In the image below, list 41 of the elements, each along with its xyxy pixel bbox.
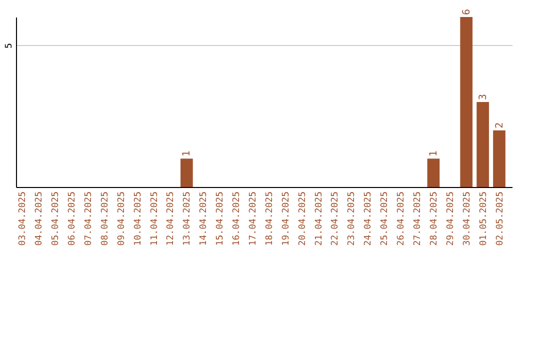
x-tick-label: 27.04.2025 xyxy=(412,192,423,246)
x-tick-label: 13.04.2025 xyxy=(182,192,193,246)
x-tick-label: 22.04.2025 xyxy=(330,192,341,246)
x-tick-label: 25.04.2025 xyxy=(380,192,390,246)
x-tick-label: 18.04.2025 xyxy=(264,192,275,246)
x-tick-label: 12.04.2025 xyxy=(166,192,176,246)
x-tick-label: 07.04.2025 xyxy=(84,192,94,246)
bar xyxy=(476,102,489,187)
x-tick-label: 24.04.2025 xyxy=(364,192,374,246)
x-tick-label: 05.04.2025 xyxy=(51,192,62,246)
bar xyxy=(493,130,506,187)
x-tick-label: 19.04.2025 xyxy=(281,192,292,246)
x-tick-label: 04.04.2025 xyxy=(34,192,45,246)
y-tick-label: 5 xyxy=(4,43,14,49)
data-label: 1 xyxy=(182,150,193,157)
x-tick-label: 23.04.2025 xyxy=(347,192,358,246)
x-tick-label: 08.04.2025 xyxy=(100,192,110,246)
data-label: 2 xyxy=(494,122,506,128)
x-tick-label: 02.05.2025 xyxy=(495,192,506,246)
x-tick-label: 21.04.2025 xyxy=(314,192,324,246)
x-tick-label: 10.04.2025 xyxy=(133,192,144,246)
x-tick-label: 14.04.2025 xyxy=(199,192,210,246)
bar xyxy=(427,158,440,187)
x-tick-label: 29.04.2025 xyxy=(446,192,456,246)
x-tick-label: 09.04.2025 xyxy=(116,192,127,246)
x-tick-label: 16.04.2025 xyxy=(232,192,242,246)
x-tick-label: 17.04.2025 xyxy=(248,192,258,246)
x-tick-label: 03.04.2025 xyxy=(18,192,28,246)
bar xyxy=(460,17,473,187)
x-tick-label: 26.04.2025 xyxy=(396,192,407,246)
x-tick-label: 01.05.2025 xyxy=(478,192,489,246)
bar xyxy=(180,158,193,187)
x-tick-label: 30.04.2025 xyxy=(462,192,472,246)
data-label: 1 xyxy=(428,150,440,157)
x-tick-label: 06.04.2025 xyxy=(68,192,78,246)
x-tick-label: 20.04.2025 xyxy=(298,192,308,246)
x-tick-label: 28.04.2025 xyxy=(429,192,440,246)
data-label: 6 xyxy=(461,8,472,15)
data-label: 3 xyxy=(478,94,489,100)
x-tick-label: 11.04.2025 xyxy=(150,192,160,246)
x-tick-label: 15.04.2025 xyxy=(216,192,226,246)
